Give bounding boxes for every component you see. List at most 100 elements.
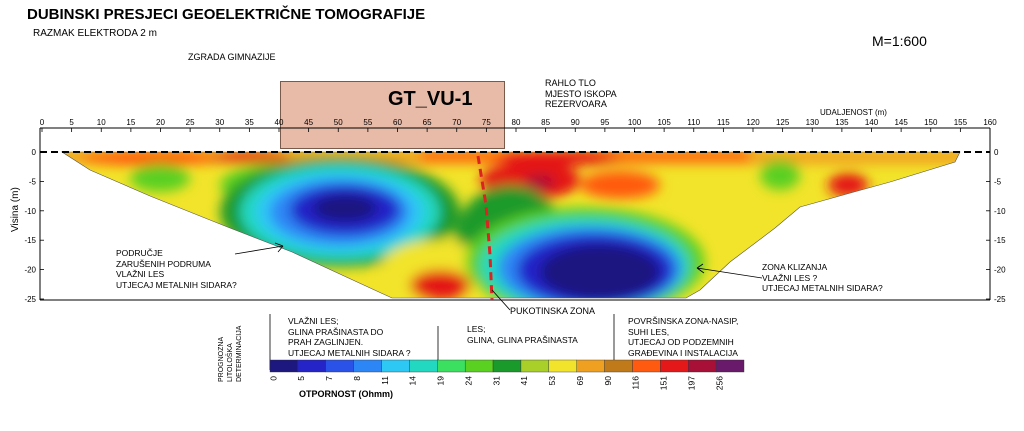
legend-value-label: 0	[268, 376, 278, 381]
legend-swatch	[325, 359, 354, 373]
x-tick-label: 110	[687, 118, 700, 127]
legend-swatch	[660, 359, 689, 373]
x-tick-label: 140	[865, 118, 879, 127]
x-tick-label: 25	[186, 118, 195, 127]
legend-value-label: 31	[491, 376, 501, 386]
callout-lines	[234, 242, 763, 311]
legend-value-label: 197	[686, 376, 696, 390]
building-name: GT_VU-1	[388, 88, 473, 110]
x-tick-label: 65	[423, 118, 432, 127]
x-tick-label: 90	[571, 118, 580, 127]
excavation-line-2: MJESTO ISKOPA	[545, 88, 617, 99]
fault-zone-label: PUKOTINSKA ZONA	[510, 306, 596, 316]
legend-swatch	[437, 359, 466, 373]
lithology-group-2: LES; GLINA, GLINA PRAŠINASTA	[467, 324, 578, 345]
x-tick-group: 0 5 10 15 20 25 30 35 40 45 50 55 60 65 70 75 80 85 90 95 10…	[40, 118, 997, 132]
legend-value-label: 11	[380, 376, 390, 385]
left-zone-line-2: ZARUŠENIH PODRUMA	[116, 258, 211, 269]
legend-swatch	[353, 359, 382, 373]
legend-swatch	[688, 359, 717, 373]
x-tick-label: 70	[452, 118, 461, 127]
building-label: ZGRADA GIMNAZIJE	[188, 52, 276, 62]
legend-title: OTPORNOST (Ohmm)	[299, 389, 393, 399]
x-tick-label: 130	[806, 118, 820, 127]
x-tick-label: 75	[482, 118, 491, 127]
legend-value-label: 8	[352, 376, 362, 381]
lith1-line-3: PRAH ZAGLINJEN.	[288, 337, 364, 347]
legend-swatch	[269, 359, 299, 373]
right-zone-line-1: ZONA KLIZANJA	[762, 262, 828, 272]
legend-swatch	[297, 359, 326, 373]
x-tick-label: 20	[156, 118, 165, 127]
scale-label: M=1:600	[872, 33, 927, 49]
legend-swatch	[715, 359, 745, 373]
left-zone-line-1: PODRUČJE	[116, 248, 163, 258]
legend-swatch	[381, 359, 410, 373]
legend-swatch-group	[269, 359, 745, 373]
legend-value-label: 69	[575, 376, 585, 386]
excavation-note: RAHLO TLO MJESTO ISKOPA REZERVOARA	[545, 78, 617, 110]
x-tick-label: 125	[776, 118, 790, 127]
x-tick-label: 55	[363, 118, 372, 127]
x-tick-label: 95	[600, 118, 609, 127]
x-tick-label: 145	[894, 118, 908, 127]
x-tick-label: 35	[245, 118, 254, 127]
lith1-line-4: UTJECAJ METALNIH SIDARA ?	[288, 347, 411, 358]
legend-value-label: 116	[631, 376, 641, 390]
x-tick-label: 85	[541, 118, 550, 127]
right-zone-line-2: VLAŽNI LES ?	[762, 272, 818, 283]
legend-value-label: 14	[408, 376, 418, 386]
building-box	[280, 81, 505, 149]
legend-value-label: 256	[714, 376, 724, 390]
x-tick-label: 0	[40, 118, 45, 127]
x-tick-label: 120	[746, 118, 760, 127]
y-tick-label-right: -5	[994, 177, 1002, 186]
y-tick-label-left: -10	[24, 207, 36, 216]
y-tick-label-right: -25	[994, 295, 1006, 304]
x-tick-label: 5	[69, 118, 74, 127]
legend-swatch	[492, 359, 522, 373]
lith1-line-1: VLAŽNI LES;	[288, 316, 339, 326]
lithology-group-3: POVRŠINSKA ZONA-NASIP, SUHI LES, UTJECAJ…	[628, 316, 738, 358]
depth-axis-label: Visina (m)	[10, 187, 21, 232]
y-tick-label-right: -10	[994, 207, 1006, 216]
left-zone-line-4: UTJECAJ METALNIH SIDARA?	[116, 279, 237, 290]
y-tick-label-left: -20	[24, 266, 36, 275]
y-tick-label-left: 0	[32, 148, 37, 157]
lithology-group-1: VLAŽNI LES; GLINA PRAŠINASTA DO PRAH ZAG…	[288, 316, 411, 358]
x-tick-label: 115	[717, 118, 730, 127]
legend-swatch	[604, 359, 633, 373]
lith3-line-3: UTJECAJ OD PODZEMNIH	[628, 337, 734, 347]
legend-value-label: 7	[324, 376, 334, 381]
distance-axis-label: UDALJENOST (m)	[820, 108, 887, 117]
x-tick-label: 60	[393, 118, 402, 127]
legend-swatch	[576, 359, 605, 373]
right-zone-note: ZONA KLIZANJA VLAŽNI LES ? UTJECAJ METAL…	[762, 262, 883, 294]
section-outline	[60, 151, 961, 299]
x-tick-label: 40	[275, 118, 284, 127]
x-tick-label: 155	[954, 118, 968, 127]
x-tick-label: 100	[628, 118, 642, 127]
electrode-spacing-label: RAZMAK ELEKTRODA 2 m	[33, 28, 157, 39]
lith1-line-2: GLINA PRAŠINASTA DO	[288, 326, 384, 337]
page-title: DUBINSKI PRESJECI GEOELEKTRIČNE TOMOGRAF…	[27, 6, 426, 23]
left-zone-note: PODRUČJE ZARUŠENIH PODRUMA VLAŽNI LES UT…	[116, 248, 237, 290]
x-tick-label: 50	[334, 118, 343, 127]
lith2-line-1: LES;	[467, 324, 486, 334]
x-tick-label: 135	[835, 118, 849, 127]
y-tick-group: 0 0 -5 -5 -10 -10 -15 -15 -20 -20 -25 -25	[24, 148, 1006, 304]
excavation-line-3: REZERVOARA	[545, 99, 607, 109]
legend-value-label: 90	[603, 376, 613, 386]
legend-value-label: 151	[659, 376, 669, 390]
legend-value-label: 5	[296, 376, 306, 381]
legend-swatch	[409, 359, 438, 373]
lith3-line-1: POVRŠINSKA ZONA-NASIP,	[628, 316, 739, 326]
fault-line	[476, 155, 494, 301]
legend-label-group: 0 5 7 8 11 14 19 24 31 41 53 69 90 116 151 197 256	[268, 376, 724, 390]
x-tick-label: 150	[924, 118, 938, 127]
y-tick-label-left: -5	[29, 177, 37, 186]
legend-value-label: 19	[436, 376, 446, 386]
y-tick-label-right: -15	[994, 236, 1006, 245]
excavation-line-1: RAHLO TLO	[545, 78, 596, 88]
